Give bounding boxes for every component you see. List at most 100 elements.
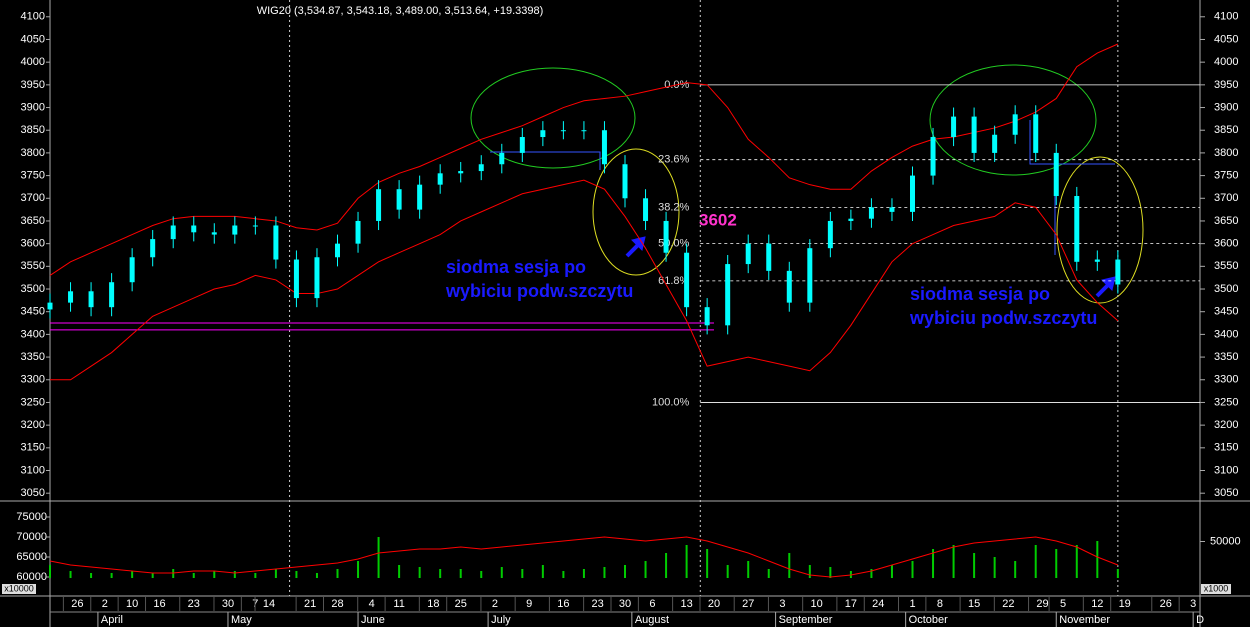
candle-body	[150, 239, 156, 258]
y-tick-label: 3550	[21, 260, 45, 272]
candle-body	[540, 130, 546, 138]
candle-body	[1074, 196, 1080, 262]
unit-label: x1000	[1204, 583, 1229, 593]
x-tick-label: 10	[126, 598, 138, 610]
candle-body	[335, 243, 340, 258]
pattern-ellipse	[1056, 156, 1144, 304]
chart-title: WIG20 (3,534.87, 3,543.18, 3,489.00, 3,5…	[257, 5, 544, 17]
candle-body	[663, 220, 669, 253]
candle-body	[1115, 259, 1121, 285]
y2-tick-label: 3600	[1214, 238, 1238, 250]
x-tick-label: 29	[1036, 598, 1048, 610]
pattern-ellipse	[470, 67, 636, 169]
x-tick-label: 3	[779, 598, 785, 610]
y2-tick-label: 3450	[1214, 306, 1238, 318]
month-label: June	[361, 614, 385, 626]
x-tick-label: 21	[304, 598, 316, 610]
volume-tick-label: 65000	[16, 551, 47, 563]
fib-label: 23.6%	[658, 154, 689, 166]
note: siodma sesja po	[910, 284, 1050, 304]
candle-body	[47, 302, 53, 310]
neckline	[490, 151, 601, 170]
month-label: November	[1059, 614, 1110, 626]
candle-body	[376, 189, 382, 221]
candle-body	[622, 164, 628, 199]
band-line	[49, 43, 1119, 276]
candle-body	[458, 171, 464, 174]
y-tick-label: 3800	[21, 147, 45, 159]
month-label: D	[1196, 614, 1204, 626]
candle-body	[68, 291, 74, 303]
y2-tick-label: 3250	[1214, 396, 1238, 408]
month-label: May	[231, 614, 252, 626]
x-tick-label: 8	[937, 598, 943, 610]
y-tick-label: 3450	[21, 306, 45, 318]
volume-y2-tick-label: 50000	[1210, 535, 1241, 547]
candle-body	[766, 243, 772, 271]
candle-body	[971, 116, 977, 153]
candle-body	[930, 137, 936, 176]
note: siodma sesja po	[446, 257, 586, 277]
candle-body	[581, 130, 587, 132]
y-tick-label: 3250	[21, 396, 45, 408]
x-tick-label: 16	[557, 598, 569, 610]
x-tick-label: 30	[619, 598, 631, 610]
x-tick-label: 9	[526, 598, 532, 610]
y-tick-label: 3900	[21, 101, 45, 113]
y-tick-label: 3300	[21, 374, 45, 386]
y2-tick-label: 4000	[1214, 56, 1238, 68]
y-tick-label: 4100	[21, 11, 45, 23]
volume-tick-label: 70000	[16, 531, 47, 543]
x-tick-label: 11	[393, 598, 404, 610]
volume-tick-label: 60000	[16, 571, 47, 583]
band-line	[50, 179, 1119, 381]
candle-body	[889, 207, 895, 212]
y2-tick-label: 3800	[1214, 147, 1238, 159]
candle-body	[601, 130, 607, 165]
x-tick-label: 24	[872, 598, 884, 610]
x-tick-label: 6	[649, 598, 655, 610]
y2-tick-label: 3550	[1214, 260, 1238, 272]
unit-label: x10000	[4, 583, 34, 593]
candle-body	[1053, 152, 1059, 197]
candle-body	[786, 270, 792, 303]
y2-tick-label: 3150	[1214, 442, 1238, 454]
y2-tick-label: 3750	[1214, 169, 1238, 181]
y2-tick-label: 3950	[1214, 79, 1238, 91]
candle-body	[109, 282, 115, 308]
fib-label: 100.0%	[652, 396, 690, 408]
y-tick-label: 3600	[21, 238, 45, 250]
y-tick-label: 3150	[21, 442, 45, 454]
candle-body	[807, 248, 813, 303]
x-tick-label: 3	[1190, 598, 1196, 610]
month-label: July	[491, 614, 511, 626]
y2-tick-label: 3900	[1214, 101, 1238, 113]
candle-body	[910, 175, 915, 212]
candle-body	[868, 207, 874, 219]
month-label: August	[635, 614, 669, 626]
x-tick-label: 30	[222, 598, 234, 610]
y2-tick-label: 3050	[1214, 487, 1238, 499]
x-tick-label: 15	[968, 598, 980, 610]
candle-body	[560, 130, 566, 132]
y2-tick-label: 3650	[1214, 215, 1238, 227]
candle-body	[191, 225, 197, 233]
candle-body	[211, 232, 217, 235]
candle-body	[396, 189, 402, 210]
y-tick-label: 3100	[21, 464, 45, 476]
candle-body	[951, 116, 957, 138]
y-tick-label: 3850	[21, 124, 45, 136]
month-label: September	[779, 614, 833, 626]
level-annotation: 3602	[699, 210, 737, 229]
candle-body	[293, 259, 299, 299]
candle-body	[519, 137, 525, 153]
y-tick-label: 3400	[21, 328, 45, 340]
note: wybiciu podw.szczytu	[445, 281, 633, 301]
x-tick-label: 26	[1160, 598, 1172, 610]
pattern-ellipse	[592, 148, 680, 276]
candle-body	[129, 257, 135, 283]
candle-body	[314, 257, 320, 299]
candle-body	[704, 307, 710, 326]
x-tick-label: 16	[153, 598, 165, 610]
